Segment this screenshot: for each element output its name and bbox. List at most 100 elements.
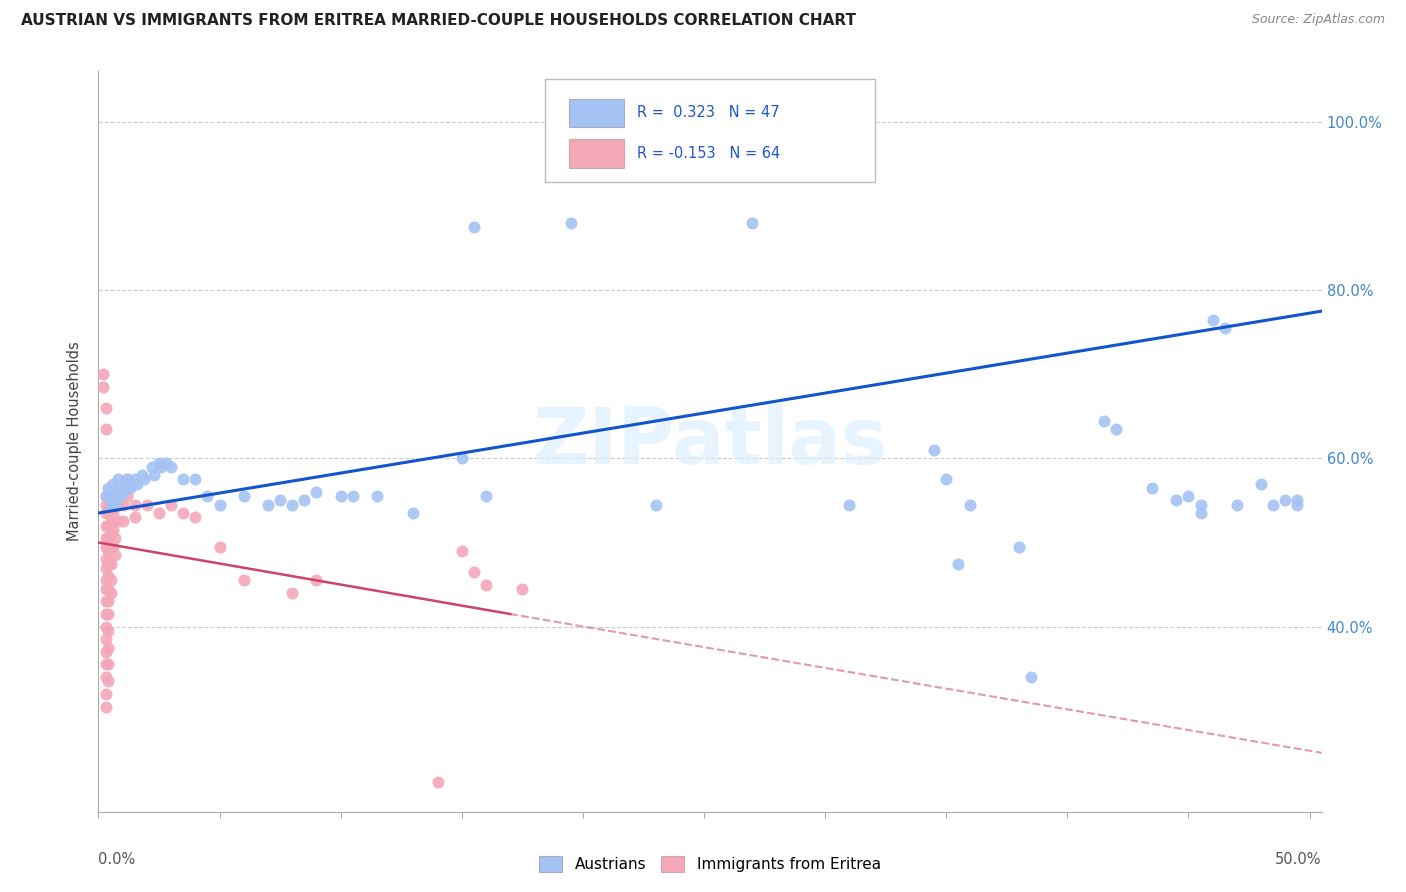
Point <box>232 574 254 588</box>
Point <box>124 510 146 524</box>
Point <box>107 515 129 529</box>
Legend: Austrians, Immigrants from Eritrea: Austrians, Immigrants from Eritrea <box>533 850 887 878</box>
Point <box>131 468 153 483</box>
Point <box>97 544 120 558</box>
Point <box>94 489 117 503</box>
Point <box>342 489 364 503</box>
Point <box>94 582 117 596</box>
Point <box>117 472 139 486</box>
Point <box>1140 481 1163 495</box>
Point <box>111 498 134 512</box>
Point <box>94 498 117 512</box>
Point <box>104 489 127 503</box>
Text: ZIPatlas: ZIPatlas <box>533 403 887 480</box>
Text: Source: ZipAtlas.com: Source: ZipAtlas.com <box>1251 13 1385 27</box>
Point <box>97 481 120 495</box>
Point <box>148 506 170 520</box>
Point <box>959 498 981 512</box>
Point <box>366 489 388 503</box>
Point <box>1189 506 1212 520</box>
Point <box>150 459 173 474</box>
Point <box>160 498 183 512</box>
Point <box>141 459 163 474</box>
Point <box>97 607 120 621</box>
Point <box>94 619 117 633</box>
Point <box>100 540 122 554</box>
Point <box>208 498 231 512</box>
Point <box>91 380 114 394</box>
Point <box>100 515 122 529</box>
Point <box>94 657 117 672</box>
Point <box>107 472 129 486</box>
Point <box>148 456 170 470</box>
Point <box>329 489 352 503</box>
Point <box>107 485 129 500</box>
Point <box>1019 670 1042 684</box>
Point <box>110 481 132 495</box>
Point <box>111 515 134 529</box>
Point <box>111 485 134 500</box>
Point <box>94 594 117 608</box>
Point <box>510 582 533 596</box>
Point <box>94 574 117 588</box>
Point <box>1286 493 1309 508</box>
Point <box>94 422 117 436</box>
Point <box>1105 422 1128 436</box>
Point <box>100 489 122 503</box>
Point <box>1250 476 1272 491</box>
Text: R = -0.153   N = 64: R = -0.153 N = 64 <box>637 146 780 161</box>
Point <box>135 498 157 512</box>
Point <box>269 493 291 508</box>
Point <box>100 527 122 541</box>
Point <box>104 498 127 512</box>
Point <box>117 472 139 486</box>
FancyBboxPatch shape <box>546 78 875 183</box>
Point <box>101 489 124 503</box>
Point <box>97 582 120 596</box>
Point <box>1177 489 1199 503</box>
Point <box>402 506 425 520</box>
Point <box>94 607 117 621</box>
Point <box>257 498 280 512</box>
Point <box>426 775 449 789</box>
Point <box>463 219 485 234</box>
Point <box>97 657 120 672</box>
Point <box>101 523 124 537</box>
Point <box>644 498 666 512</box>
Point <box>305 485 328 500</box>
Point <box>110 489 132 503</box>
Point <box>101 485 124 500</box>
Point <box>101 506 124 520</box>
Point <box>114 481 136 495</box>
Text: R =  0.323   N = 47: R = 0.323 N = 47 <box>637 105 779 120</box>
Point <box>100 557 122 571</box>
Point <box>97 531 120 545</box>
Point <box>232 489 254 503</box>
Point <box>127 476 149 491</box>
Point <box>94 699 117 714</box>
Point <box>450 544 472 558</box>
Point <box>97 489 120 503</box>
Point <box>94 560 117 574</box>
Point <box>922 442 945 457</box>
Point <box>100 498 122 512</box>
Point <box>172 472 194 486</box>
Point <box>172 506 194 520</box>
Point <box>1286 498 1309 512</box>
Point <box>97 640 120 655</box>
Point <box>1274 493 1296 508</box>
Point <box>134 472 156 486</box>
Point <box>91 368 114 382</box>
Text: 0.0%: 0.0% <box>98 853 135 867</box>
Point <box>741 216 763 230</box>
Point <box>118 481 141 495</box>
Point <box>184 472 207 486</box>
Point <box>305 574 328 588</box>
Y-axis label: Married-couple Households: Married-couple Households <box>67 342 83 541</box>
Point <box>100 586 122 600</box>
Point <box>475 577 498 591</box>
Point <box>124 472 146 486</box>
Point <box>935 472 957 486</box>
Point <box>97 518 120 533</box>
Point <box>94 518 117 533</box>
